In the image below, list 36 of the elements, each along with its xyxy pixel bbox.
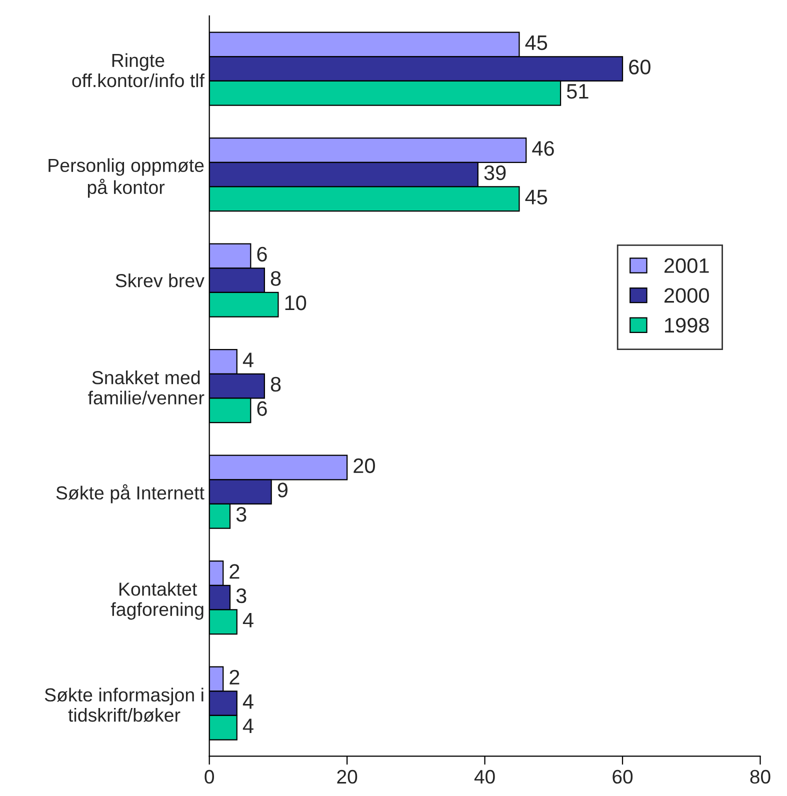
- data-label: 45: [525, 190, 548, 204]
- y-tick-label: Snakket med familie/venner: [88, 370, 204, 404]
- data-label: 8: [270, 271, 281, 286]
- data-label: 9: [278, 482, 288, 498]
- data-label: 45: [525, 36, 548, 50]
- y-tick-label: Personlig oppmøte på kontor: [48, 158, 204, 198]
- data-label: 46: [532, 141, 554, 156]
- data-label: 4: [242, 694, 254, 709]
- data-label: 3: [236, 588, 246, 604]
- x-tick-label: 80: [750, 770, 770, 784]
- data-label: 39: [484, 165, 506, 180]
- x-tick-label: 60: [612, 770, 633, 784]
- data-label: 2: [230, 670, 240, 684]
- y-tick-label: Søkte informasjon i tidskrift/bøker: [44, 688, 204, 722]
- x-tick-label: 40: [474, 770, 495, 784]
- data-label: 4: [242, 612, 254, 628]
- legend-label: 2001: [664, 258, 709, 273]
- y-tick-label: Kontaktet fagforening: [110, 582, 204, 620]
- data-label: 6: [257, 246, 267, 262]
- data-label: 4: [242, 352, 254, 368]
- x-tick-label: 0: [204, 770, 214, 784]
- data-label: 51: [566, 84, 588, 99]
- data-label: 8: [270, 376, 281, 392]
- data-label: 3: [236, 506, 246, 522]
- y-tick-label: Ringte off.kontor/info tlf: [72, 53, 205, 88]
- data-label: 10: [285, 295, 306, 310]
- y-tick-label: Skrev brev: [116, 274, 204, 288]
- x-tick-label: 20: [337, 770, 358, 784]
- data-label: 60: [629, 60, 650, 74]
- legend-label: 1998: [665, 318, 709, 333]
- data-label: 2: [230, 564, 240, 579]
- data-label: 4: [242, 718, 254, 734]
- data-label: 6: [257, 401, 267, 416]
- y-tick-label: Søkte på Internett: [56, 484, 204, 504]
- data-label: 20: [354, 458, 375, 474]
- legend-label: 2000: [664, 288, 709, 303]
